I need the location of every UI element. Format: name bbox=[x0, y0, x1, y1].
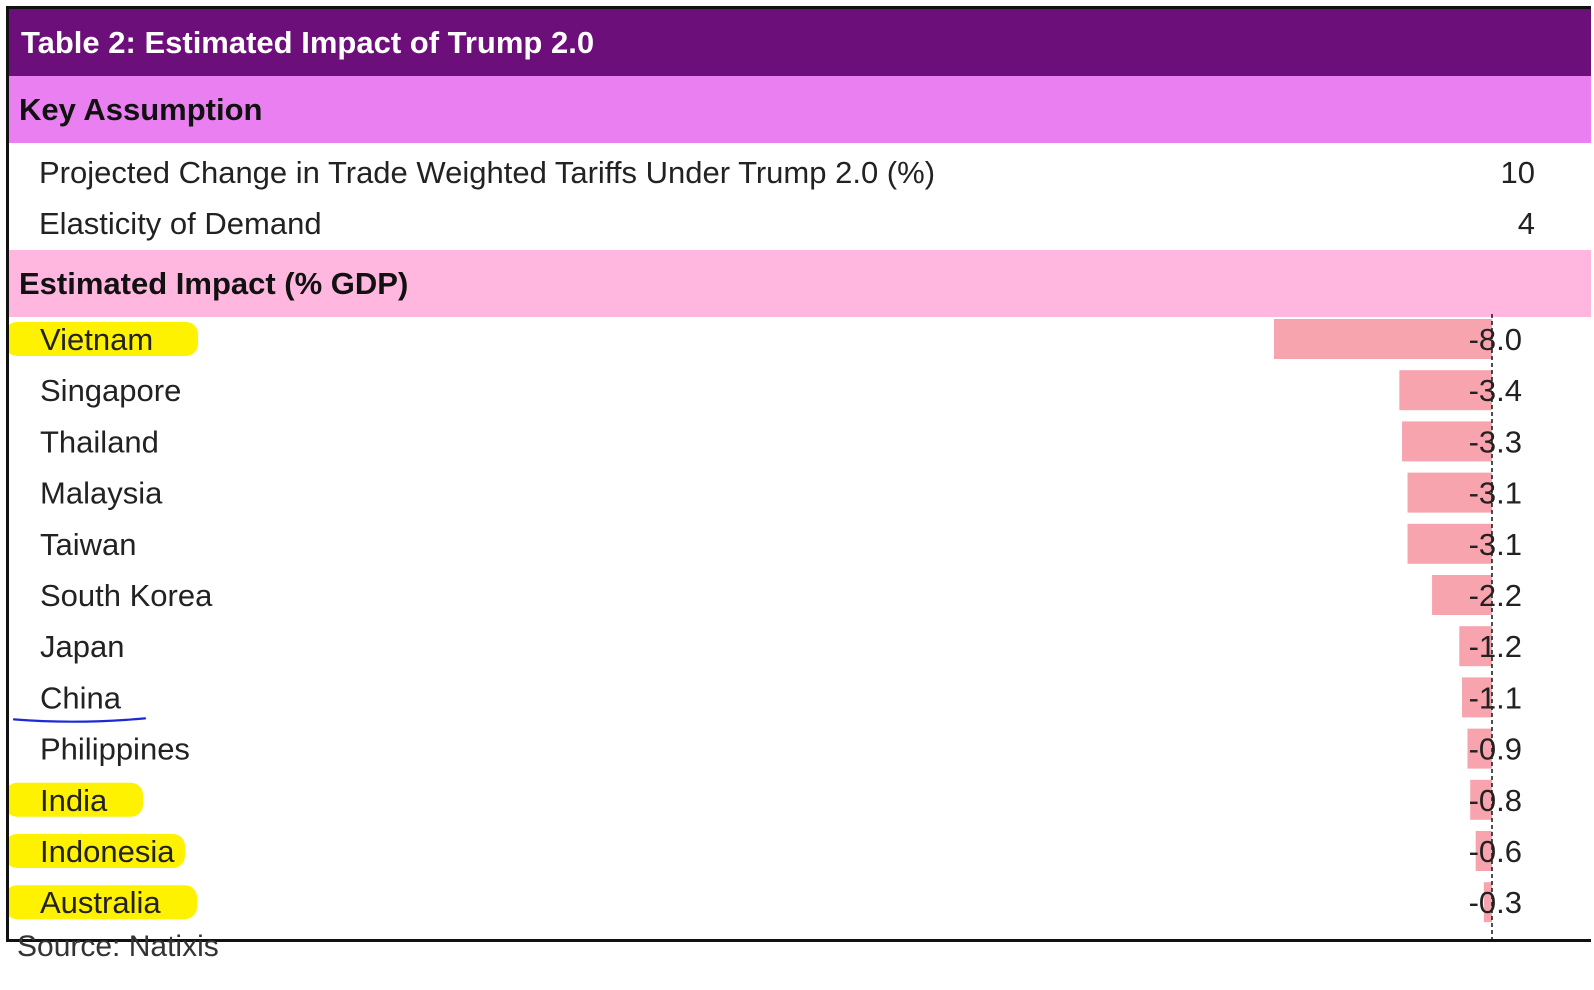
value-label: -3.3 bbox=[1469, 424, 1522, 459]
value-label: -8.0 bbox=[1469, 322, 1522, 357]
label-highlight bbox=[9, 322, 198, 356]
value-label: -1.1 bbox=[1469, 680, 1522, 715]
category-label: China bbox=[40, 680, 122, 715]
impact-bar bbox=[1462, 677, 1492, 718]
category-label: Indonesia bbox=[40, 834, 175, 869]
value-label: -0.8 bbox=[1469, 783, 1522, 818]
label-highlight bbox=[9, 834, 185, 868]
value-label: -3.1 bbox=[1469, 476, 1522, 511]
category-label: Malaysia bbox=[40, 476, 163, 511]
category-label: Philippines bbox=[40, 732, 190, 767]
category-label: Australia bbox=[40, 885, 161, 920]
key-assumption-header: Key Assumption bbox=[9, 76, 1591, 143]
impact-bar bbox=[1407, 523, 1492, 564]
value-label: -0.6 bbox=[1469, 834, 1522, 869]
impact-bar bbox=[1467, 728, 1492, 769]
assumption-value: 4 bbox=[1517, 206, 1535, 241]
estimated-impact-header: Estimated Impact (% GDP) bbox=[9, 250, 1591, 317]
impact-bar bbox=[1399, 370, 1492, 411]
assumption-row: Elasticity of Demand 4 bbox=[9, 198, 1591, 250]
assumption-label: Projected Change in Trade Weighted Tarif… bbox=[39, 155, 936, 190]
value-label: -2.2 bbox=[1469, 578, 1522, 613]
value-label: -1.2 bbox=[1469, 629, 1522, 664]
assumption-value: 10 bbox=[1500, 155, 1535, 190]
label-highlight bbox=[9, 885, 197, 920]
category-label: Taiwan bbox=[40, 527, 137, 562]
impact-bar bbox=[1459, 626, 1492, 667]
category-label: India bbox=[40, 783, 108, 818]
source-note: Source: Natixis bbox=[17, 930, 219, 963]
assumption-label: Elasticity of Demand bbox=[39, 206, 322, 241]
impact-table: Table 2: Estimated Impact of Trump 2.0 K… bbox=[6, 6, 1591, 942]
impact-bar bbox=[1483, 882, 1492, 923]
impact-bar bbox=[1407, 472, 1492, 513]
label-underline bbox=[12, 717, 147, 723]
label-highlight bbox=[9, 782, 143, 817]
impact-bar bbox=[1470, 779, 1492, 820]
impact-bar-chart: Vietnam -8.0 Singapore -3.4 Thailand -3.3 Mala… bbox=[9, 314, 1522, 939]
impact-bar bbox=[1274, 319, 1492, 359]
value-label: -3.1 bbox=[1469, 527, 1522, 562]
value-label: -3.4 bbox=[1469, 373, 1522, 408]
category-label: Thailand bbox=[40, 424, 159, 459]
impact-bar bbox=[1432, 575, 1492, 615]
assumption-row: Projected Change in Trade Weighted Tarif… bbox=[9, 147, 1591, 199]
impact-bar bbox=[1402, 421, 1492, 462]
value-label: -0.9 bbox=[1469, 732, 1522, 767]
value-label: -0.3 bbox=[1469, 885, 1522, 920]
impact-bar bbox=[1475, 831, 1492, 871]
category-label: South Korea bbox=[40, 578, 213, 613]
category-label: Japan bbox=[40, 629, 124, 664]
category-label: Vietnam bbox=[40, 322, 153, 357]
category-label: Singapore bbox=[40, 373, 181, 408]
table-title: Table 2: Estimated Impact of Trump 2.0 bbox=[9, 9, 1591, 76]
